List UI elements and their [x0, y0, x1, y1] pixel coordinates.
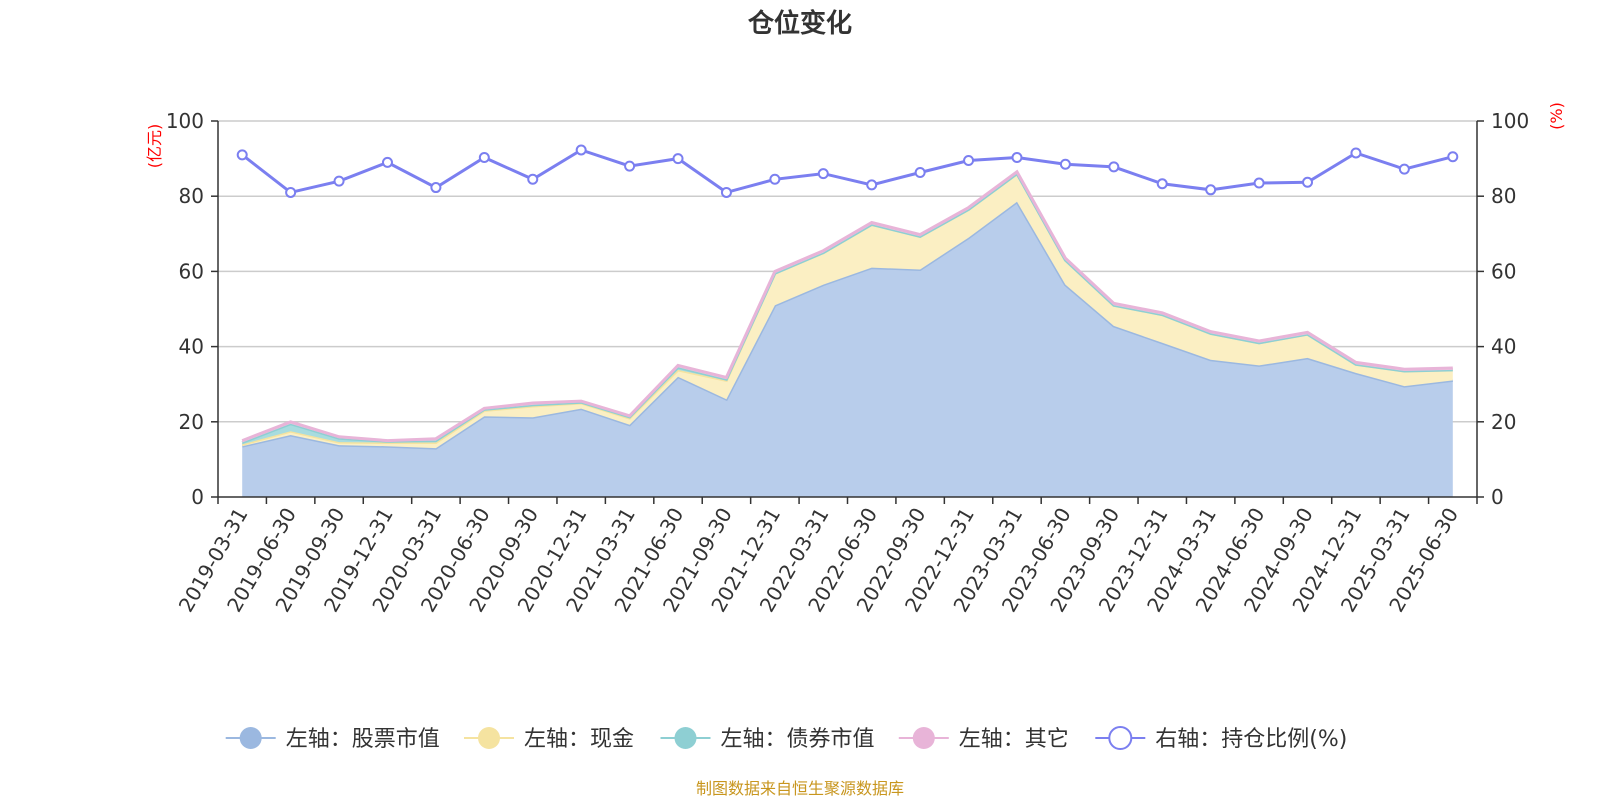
right-axis-tick-label: 40 — [1491, 335, 1516, 359]
ratio-point — [381, 156, 393, 168]
legend-label: 左轴：债券市值 — [721, 727, 875, 752]
ratio-point — [720, 186, 732, 198]
ratio-point — [1302, 176, 1314, 188]
legend: 左轴：股票市值 左轴：现金 左轴：债券市值 左轴：其它 右轴：持仓比例(%) — [225, 726, 1347, 752]
right-axis-tick-label: 80 — [1491, 184, 1516, 208]
legend-item-0[interactable]: 左轴：股票市值 — [225, 727, 440, 752]
legend-item-3[interactable]: 左轴：其它 — [898, 727, 1069, 752]
right-axis-tick-label: 0 — [1491, 485, 1504, 509]
left-axis-tick-label: 80 — [179, 184, 204, 208]
ratio-point — [817, 168, 829, 180]
chart-title: 仓位变化 — [747, 8, 852, 39]
legend-item-2[interactable]: 左轴：债券市值 — [660, 727, 875, 752]
ratio-line-path — [241, 148, 1454, 195]
ratio-point — [1156, 178, 1168, 190]
legend-swatch-marker — [674, 727, 697, 749]
left-axis-unit: (亿元) — [145, 124, 164, 169]
legend-swatch-marker — [478, 727, 500, 749]
left-axis-tick-label: 40 — [179, 335, 204, 359]
legend-swatch-marker — [239, 727, 262, 749]
ratio-point — [527, 173, 539, 185]
ratio-point — [333, 175, 345, 187]
ratio-point — [575, 144, 587, 156]
ratio-point — [1253, 177, 1265, 189]
left-axis-tick-label: 20 — [179, 410, 204, 434]
legend-label: 左轴：现金 — [524, 727, 634, 752]
legend-label: 左轴：其它 — [959, 727, 1069, 752]
legend-item-1[interactable]: 左轴：现金 — [464, 727, 634, 752]
ratio-point — [624, 160, 636, 172]
ratio-point — [1447, 151, 1459, 163]
legend-swatch-marker — [1108, 726, 1133, 750]
ratio-point — [236, 149, 248, 161]
area-0 — [242, 201, 1453, 498]
right-axis-unit: (%) — [1547, 102, 1566, 130]
left-axis-tick-label: 100 — [166, 109, 204, 133]
left-axis-tick-label: 60 — [179, 259, 204, 283]
legend-label: 左轴：股票市值 — [286, 727, 440, 752]
ratio-point — [430, 182, 442, 194]
right-axis-tick-label: 20 — [1491, 410, 1516, 434]
x-axis-tick-labels: 2019-03-312019-06-302019-09-302019-12-31… — [174, 503, 1463, 616]
holding-ratio-line — [236, 144, 1459, 198]
ratio-point — [1059, 158, 1071, 170]
legend-label: 右轴：持仓比例(%) — [1155, 727, 1347, 752]
ratio-point — [1108, 161, 1120, 173]
ratio-point — [914, 167, 926, 179]
legend-swatch-marker — [912, 727, 935, 749]
ratio-point — [769, 173, 781, 185]
ratio-point — [1205, 184, 1217, 196]
ratio-point — [866, 179, 878, 191]
ratio-point — [1350, 147, 1362, 159]
data-source-note: 制图数据来自恒生聚源数据库 — [696, 779, 904, 798]
ratio-point — [1011, 151, 1023, 163]
ratio-point — [1398, 163, 1410, 175]
right-axis-tick-labels: 0 20 40 60 80 100 — [1491, 109, 1529, 509]
ratio-point — [963, 154, 975, 166]
legend-item-4[interactable]: 右轴：持仓比例(%) — [1095, 726, 1347, 752]
ratio-point — [285, 186, 297, 198]
stacked-areas — [241, 169, 1453, 498]
ratio-point — [478, 151, 490, 163]
left-axis-tick-labels: 0 20 40 60 80 100 — [166, 109, 204, 509]
right-axis-tick-label: 60 — [1491, 259, 1516, 283]
axes — [211, 120, 1484, 504]
ratio-point — [672, 153, 684, 165]
right-axis-tick-label: 100 — [1491, 109, 1529, 133]
area-edge-3 — [241, 169, 1453, 443]
left-axis-tick-label: 0 — [191, 485, 204, 509]
